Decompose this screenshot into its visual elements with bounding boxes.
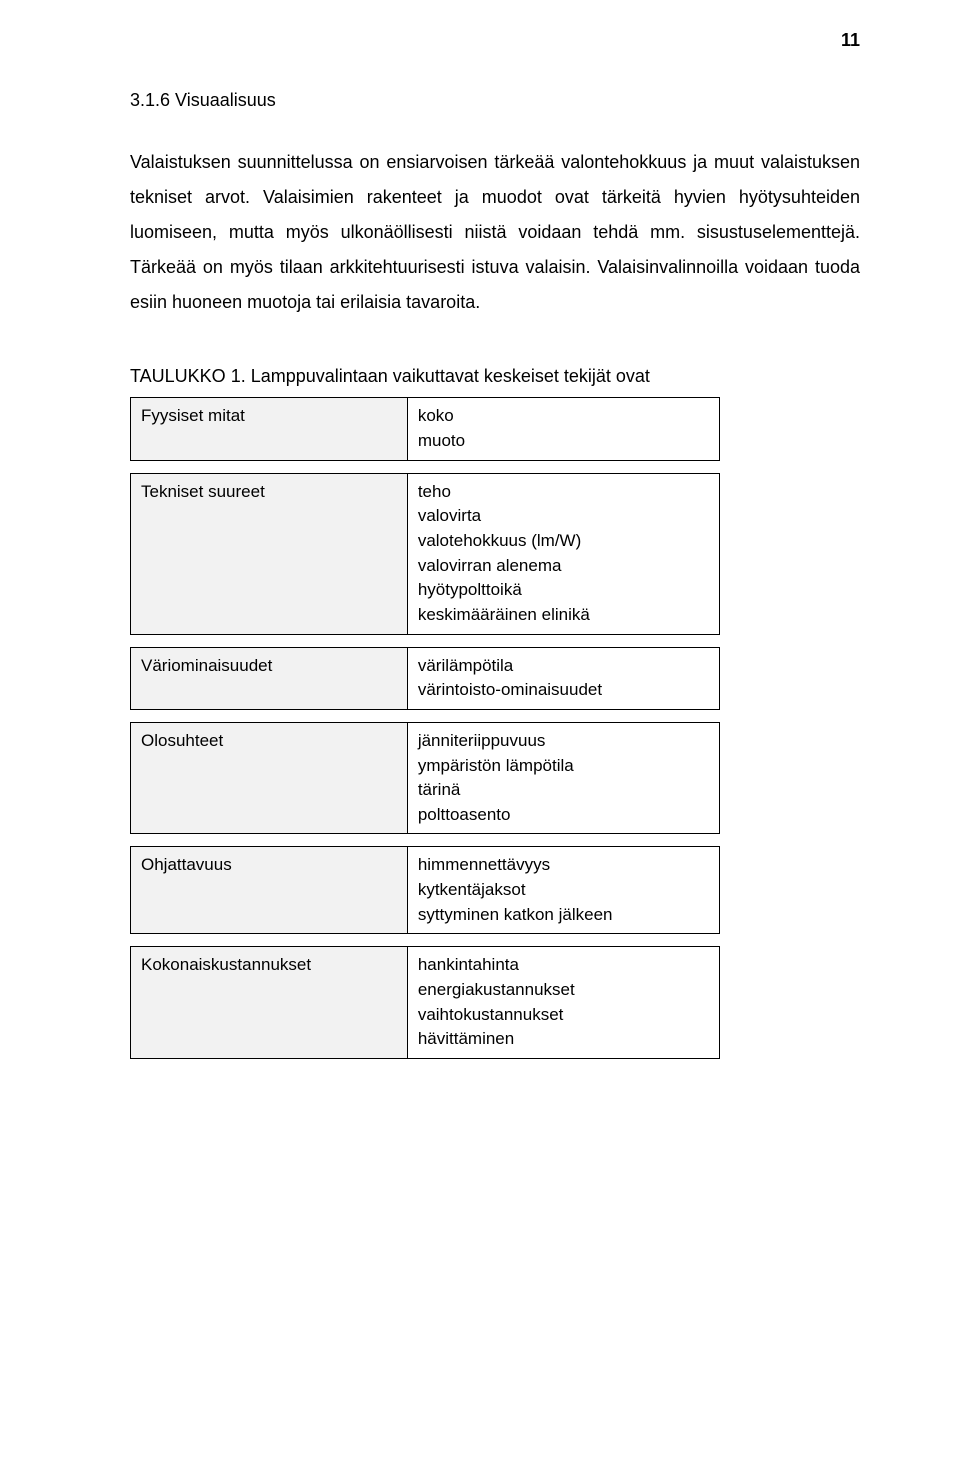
table-row: Ohjattavuus himmennettävyys kytkentäjaks… — [131, 847, 720, 934]
table-label: Fyysiset mitat — [131, 398, 408, 460]
body-paragraph: Valaistuksen suunnittelussa on ensiarvoi… — [130, 145, 860, 320]
table-label: Ohjattavuus — [131, 847, 408, 934]
table-row: Fyysiset mitat koko muoto — [131, 398, 720, 460]
table-row: Kokonaiskustannukset hankintahinta energ… — [131, 947, 720, 1059]
table-label: Kokonaiskustannukset — [131, 947, 408, 1059]
page: 11 3.1.6 Visuaalisuus Valaistuksen suunn… — [0, 0, 960, 1472]
table-row: Olosuhteet jänniteriippuvuus ympäristön … — [131, 722, 720, 834]
table-value: himmennettävyys kytkentäjaksot syttymine… — [407, 847, 719, 934]
page-number: 11 — [841, 30, 860, 51]
factors-table: Fyysiset mitat koko muoto Tekniset suure… — [130, 397, 720, 1058]
table-row: Väriominaisuudet värilämpötila värintois… — [131, 647, 720, 709]
table-value: värilämpötila värintoisto-ominaisuudet — [407, 647, 719, 709]
table-value: jänniteriippuvuus ympäristön lämpötila t… — [407, 722, 719, 834]
table-row: Tekniset suureet teho valovirta valoteho… — [131, 473, 720, 634]
table-caption: TAULUKKO 1. Lamppuvalintaan vaikuttavat … — [130, 366, 860, 387]
table-label: Olosuhteet — [131, 722, 408, 834]
table-label: Väriominaisuudet — [131, 647, 408, 709]
table-value: teho valovirta valotehokkuus (lm/W) valo… — [407, 473, 719, 634]
table-label: Tekniset suureet — [131, 473, 408, 634]
table-value: hankintahinta energiakustannukset vaihto… — [407, 947, 719, 1059]
section-heading: 3.1.6 Visuaalisuus — [130, 90, 860, 111]
table-value: koko muoto — [407, 398, 719, 460]
